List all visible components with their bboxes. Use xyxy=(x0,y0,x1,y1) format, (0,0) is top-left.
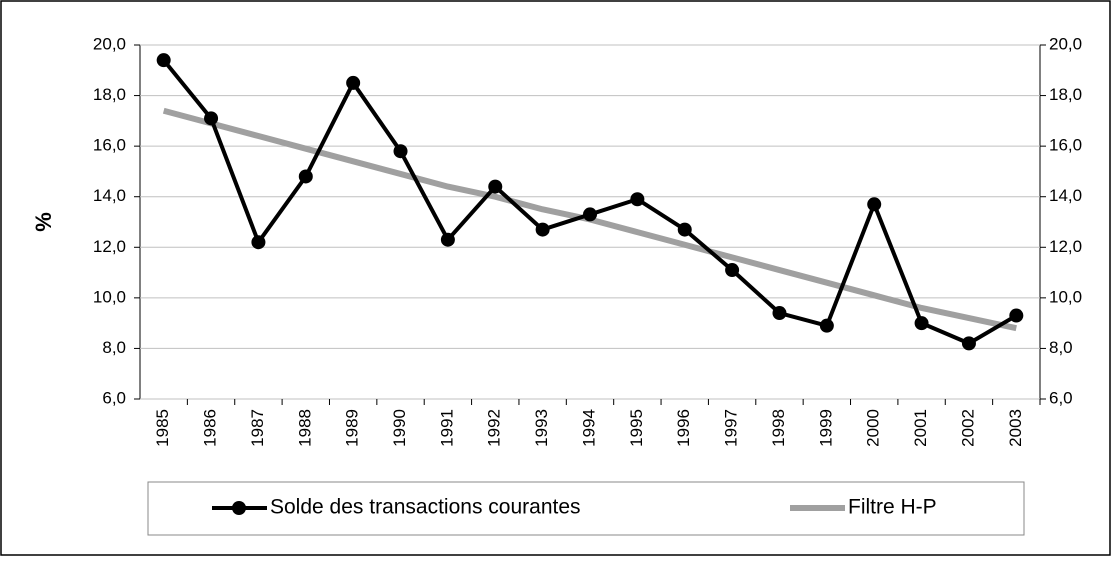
y-tick-label: 8,0 xyxy=(102,338,126,357)
x-tick-label: 1989 xyxy=(343,409,362,447)
series-marker xyxy=(393,144,408,159)
series-marker xyxy=(630,192,645,207)
y2-tick-label: 20,0 xyxy=(1049,34,1082,53)
series-marker xyxy=(535,222,550,237)
y-axis-label: % xyxy=(31,212,56,232)
x-tick-label: 1993 xyxy=(532,409,551,447)
x-tick-label: 1988 xyxy=(295,409,314,447)
x-tick-label: 1987 xyxy=(248,409,267,447)
x-tick-label: 1998 xyxy=(769,409,788,447)
legend-label: Filtre H-P xyxy=(848,496,937,519)
y2-tick-label: 16,0 xyxy=(1049,136,1082,155)
x-tick-label: 1992 xyxy=(485,409,504,447)
series-marker xyxy=(1009,308,1024,323)
series-marker xyxy=(488,179,503,194)
y2-tick-label: 18,0 xyxy=(1049,85,1082,104)
series-marker xyxy=(583,207,597,222)
x-tick-label: 2003 xyxy=(1006,409,1025,447)
x-tick-label: 1994 xyxy=(579,409,598,447)
series-marker xyxy=(346,75,361,90)
series-marker xyxy=(677,222,692,237)
y-tick-label: 10,0 xyxy=(93,287,126,306)
y-tick-label: 16,0 xyxy=(93,136,126,155)
series-marker xyxy=(819,318,834,333)
series-marker xyxy=(204,111,219,126)
x-tick-label: 2000 xyxy=(864,409,883,447)
series-marker xyxy=(914,316,929,331)
y2-tick-label: 6,0 xyxy=(1049,388,1073,407)
x-tick-label: 1990 xyxy=(390,409,409,447)
y2-tick-label: 8,0 xyxy=(1049,338,1073,357)
x-tick-label: 1995 xyxy=(627,409,646,447)
series-marker xyxy=(156,53,171,68)
series-marker xyxy=(772,306,787,321)
series-marker xyxy=(298,169,313,184)
legend-marker xyxy=(232,501,246,515)
x-tick-label: 1997 xyxy=(722,409,741,447)
legend-box xyxy=(147,481,1025,536)
x-tick-label: 1986 xyxy=(201,409,220,447)
y2-tick-label: 14,0 xyxy=(1049,186,1082,205)
series-marker xyxy=(725,263,740,278)
x-tick-label: 2002 xyxy=(958,409,977,447)
x-tick-label: 1999 xyxy=(816,409,835,447)
y2-tick-label: 12,0 xyxy=(1049,237,1082,256)
y-tick-label: 18,0 xyxy=(93,85,126,104)
series-marker xyxy=(440,232,455,247)
series-marker xyxy=(251,235,266,250)
series-marker xyxy=(961,336,976,351)
series-marker xyxy=(867,197,882,212)
legend-label: Solde des transactions courantes xyxy=(270,496,581,519)
x-tick-label: 1996 xyxy=(674,409,693,447)
y-tick-label: 14,0 xyxy=(93,186,126,205)
y-tick-label: 6,0 xyxy=(102,388,126,407)
x-tick-label: 1991 xyxy=(437,409,456,447)
x-tick-label: 2001 xyxy=(911,409,930,447)
y2-tick-label: 10,0 xyxy=(1049,287,1082,306)
y-tick-label: 12,0 xyxy=(93,237,126,256)
y-tick-label: 20,0 xyxy=(93,34,126,53)
x-tick-label: 1985 xyxy=(153,409,172,447)
